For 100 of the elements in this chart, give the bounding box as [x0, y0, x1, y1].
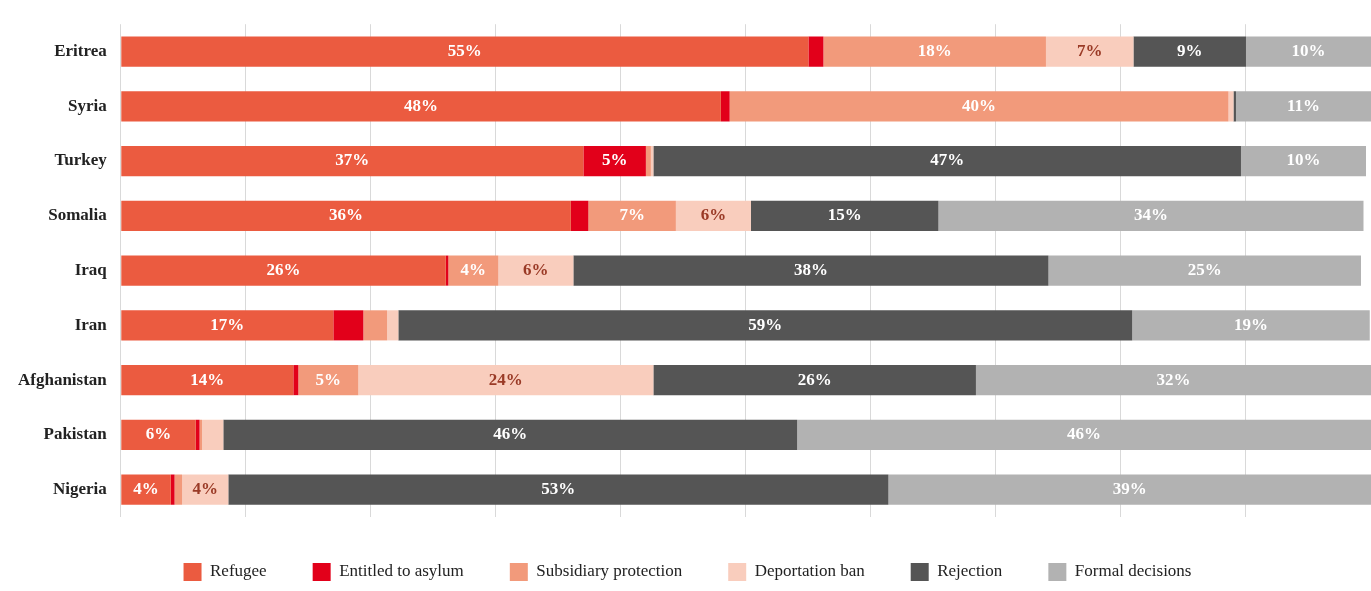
y-tick-label: Somalia	[48, 205, 108, 225]
data-label: 46%	[493, 424, 528, 444]
bar	[498, 255, 574, 286]
bar	[387, 310, 399, 341]
data-label: 5%	[601, 150, 628, 170]
bar	[653, 365, 976, 396]
data-label: 53%	[541, 479, 576, 499]
bar	[121, 91, 721, 122]
bar	[888, 474, 1371, 505]
bar	[808, 36, 824, 67]
y-tick-label: Syria	[68, 95, 108, 115]
data-label: 10%	[1291, 40, 1326, 60]
data-label: 10%	[1286, 150, 1321, 170]
data-label: 40%	[962, 95, 997, 115]
bar	[293, 365, 299, 396]
bar	[228, 474, 889, 505]
y-tick-label: Pakistan	[43, 424, 108, 444]
data-label: 38%	[793, 259, 828, 279]
data-label: 6%	[700, 205, 727, 225]
bar	[121, 255, 446, 286]
bar	[938, 200, 1364, 231]
bar	[202, 419, 224, 450]
data-label: 34%	[1133, 205, 1168, 225]
bar	[588, 200, 676, 231]
bar	[1240, 146, 1366, 177]
bar	[729, 91, 1229, 122]
legend-label: Entitled to asylum	[339, 561, 464, 581]
bar	[1045, 36, 1134, 67]
bar	[358, 365, 654, 396]
bar	[823, 36, 1046, 67]
data-label: 26%	[266, 259, 301, 279]
bar	[121, 365, 294, 396]
data-label: 19%	[1233, 314, 1268, 334]
data-label: 18%	[917, 40, 952, 60]
data-label: 17%	[210, 314, 245, 334]
data-label: 47%	[930, 150, 965, 170]
data-label: 15%	[827, 205, 862, 225]
bar	[1132, 310, 1370, 341]
y-tick-label: Turkey	[54, 150, 108, 170]
y-tick-label: Nigeria	[52, 479, 108, 499]
bar	[121, 36, 809, 67]
y-tick-label: Iraq	[74, 259, 108, 279]
y-tick-label: Iran	[74, 314, 108, 334]
bar	[570, 200, 589, 231]
bar	[653, 146, 1241, 177]
bar	[1048, 255, 1361, 286]
bar	[170, 474, 175, 505]
bar	[121, 200, 571, 231]
bar	[195, 419, 200, 450]
bar	[333, 310, 364, 341]
y-tick-label: Afghanistan	[17, 369, 108, 389]
data-label: 4%	[192, 479, 218, 499]
data-label: 46%	[1067, 424, 1102, 444]
bar	[1228, 91, 1234, 122]
bar	[223, 419, 798, 450]
bar	[174, 474, 183, 505]
bar	[398, 310, 1133, 341]
bar	[645, 146, 651, 177]
data-label: 11%	[1286, 95, 1321, 115]
bar	[1245, 36, 1371, 67]
bar	[583, 146, 646, 177]
data-label: 7%	[619, 205, 645, 225]
bar	[797, 419, 1371, 450]
data-label: 24%	[488, 369, 523, 389]
bar	[1235, 91, 1371, 122]
data-label: 55%	[447, 40, 482, 60]
data-label: 6%	[145, 424, 172, 444]
legend-label: Rejection	[937, 561, 1003, 581]
data-label: 37%	[335, 150, 370, 170]
data-label: 36%	[329, 205, 364, 225]
data-label: 39%	[1112, 479, 1147, 499]
legend-label: Deportation ban	[754, 561, 866, 581]
bar	[121, 310, 334, 341]
legend-label: Subsidiary protection	[536, 561, 683, 581]
data-label: 6%	[523, 259, 549, 279]
bar	[720, 91, 730, 122]
data-label: 7%	[1076, 40, 1103, 60]
bar	[1233, 91, 1236, 122]
bar	[121, 146, 584, 177]
data-label: 4%	[133, 479, 159, 499]
bar	[363, 310, 388, 341]
y-tick-label: Eritrea	[54, 40, 108, 60]
data-label: 5%	[315, 369, 342, 389]
data-label: 9%	[1176, 40, 1203, 60]
bar	[573, 255, 1049, 286]
legend-label: Refugee	[210, 561, 267, 581]
data-label: 14%	[190, 369, 225, 389]
data-label: 4%	[460, 259, 487, 279]
bar	[1133, 36, 1246, 67]
data-label: 48%	[404, 95, 439, 115]
bar	[975, 365, 1371, 396]
data-label: 26%	[797, 369, 832, 389]
bar	[121, 419, 196, 450]
bar	[675, 200, 751, 231]
legend-label: Formal decisions	[1074, 561, 1192, 581]
data-label: 32%	[1156, 369, 1191, 389]
data-label: 25%	[1187, 259, 1222, 279]
data-label: 59%	[748, 314, 783, 334]
bar	[750, 200, 939, 231]
bar	[121, 474, 171, 505]
